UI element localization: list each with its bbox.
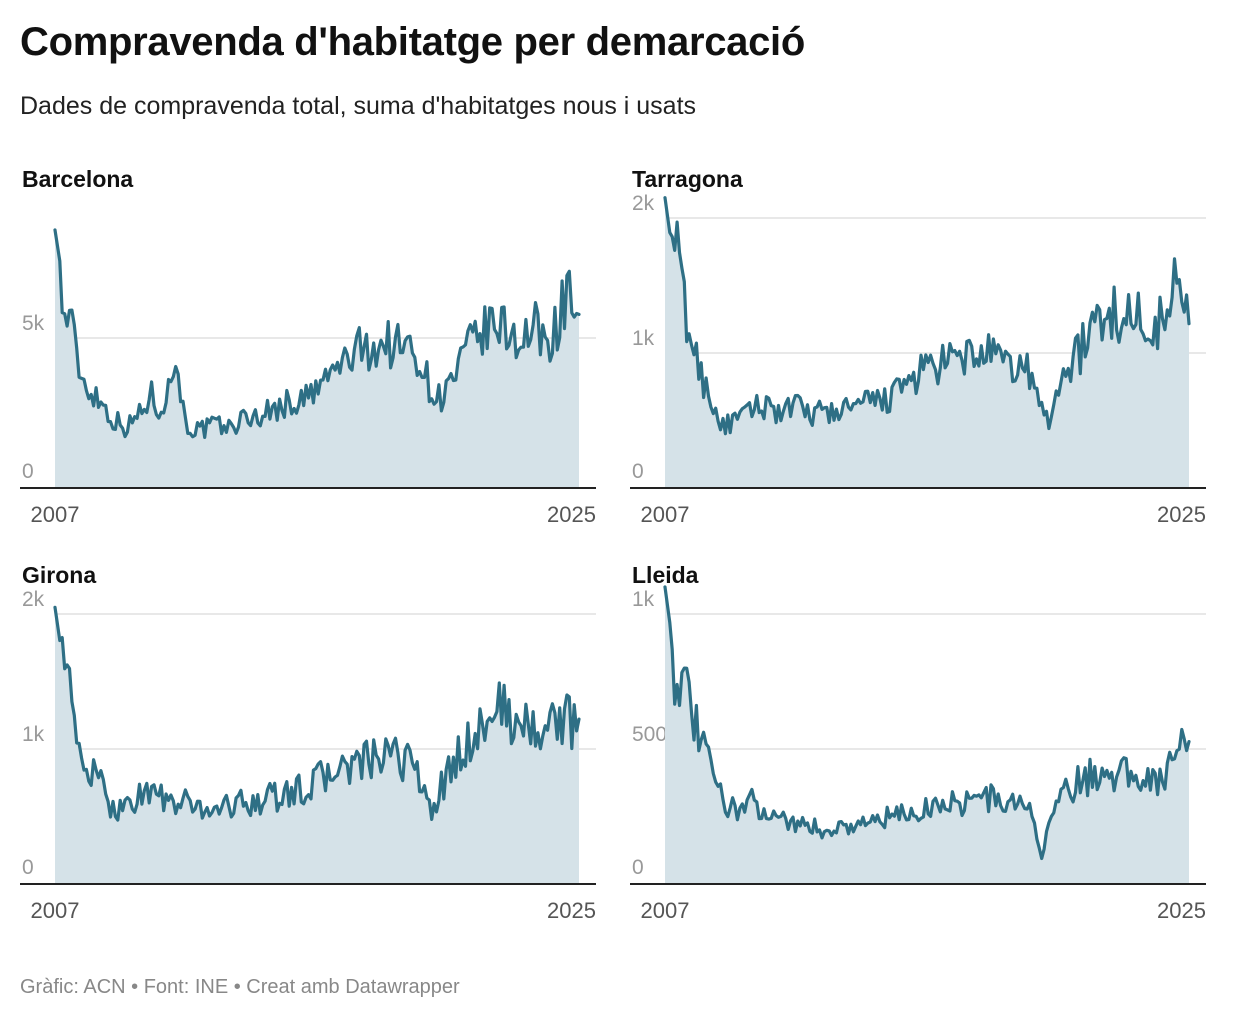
chart-girona: 0 1k 2k 2007 2025 <box>20 588 596 923</box>
y-tick-label: 0 <box>632 460 644 483</box>
chart-tarragona: 0 1k 2k 2007 2025 <box>630 192 1206 527</box>
y-tick-label: 5k <box>22 312 45 335</box>
x-tick-label: 2025 <box>1157 898 1206 923</box>
x-tick-label: 2025 <box>1157 502 1206 527</box>
y-tick-label: 1k <box>632 588 655 611</box>
panel-title-girona: Girona <box>22 562 97 588</box>
x-tick-label: 2007 <box>641 502 690 527</box>
x-tick-label: 2025 <box>547 898 596 923</box>
page-title: Compravenda d'habitatge per demarcació <box>20 20 806 64</box>
y-tick-label: 1k <box>632 327 655 350</box>
chart-barcelona: 0 5k 2007 2025 <box>20 228 596 527</box>
panel-title-lleida: Lleida <box>632 562 699 588</box>
chart-panel-girona: Girona 0 1k 2k 2007 2025 <box>20 562 600 932</box>
series-line <box>663 585 1191 861</box>
area-fill <box>665 197 1189 488</box>
panel-title-tarragona: Tarragona <box>632 166 743 192</box>
chart-panel-barcelona: Barcelona 0 5k 2007 2025 <box>20 166 600 536</box>
series-line <box>53 228 581 439</box>
y-tick-label: 0 <box>632 856 644 879</box>
area-fill <box>55 230 579 488</box>
series-line <box>663 196 1191 436</box>
area-fill <box>665 587 1189 884</box>
area-fill <box>55 607 579 884</box>
y-tick-label: 0 <box>22 856 34 879</box>
y-tick-label: 500 <box>632 723 667 746</box>
x-tick-label: 2025 <box>547 502 596 527</box>
page-subtitle: Dades de compravenda total, suma d'habit… <box>20 92 697 120</box>
chart-panel-lleida: Lleida 0 500 1k 2007 2025 <box>630 562 1210 932</box>
y-tick-label: 1k <box>22 723 45 746</box>
x-tick-label: 2007 <box>641 898 690 923</box>
y-tick-label: 2k <box>632 192 655 215</box>
chart-panel-tarragona: Tarragona 0 1k 2k 2007 2025 <box>630 166 1210 536</box>
y-tick-label: 0 <box>22 460 34 483</box>
panel-title-barcelona: Barcelona <box>22 166 134 192</box>
x-tick-label: 2007 <box>31 502 80 527</box>
x-tick-label: 2007 <box>31 898 80 923</box>
y-tick-label: 2k <box>22 588 45 611</box>
chart-lleida: 0 500 1k 2007 2025 <box>630 585 1206 923</box>
source-footer: Gràfic: ACN • Font: INE • Creat amb Data… <box>20 976 460 998</box>
series-line <box>53 605 581 822</box>
